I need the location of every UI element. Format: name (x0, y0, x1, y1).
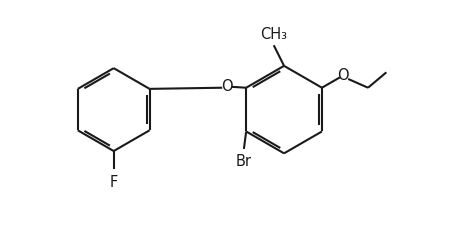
Text: F: F (110, 175, 118, 190)
Text: CH₃: CH₃ (260, 27, 287, 41)
Text: Br: Br (236, 154, 252, 168)
Text: O: O (337, 68, 348, 83)
Text: O: O (221, 79, 233, 94)
